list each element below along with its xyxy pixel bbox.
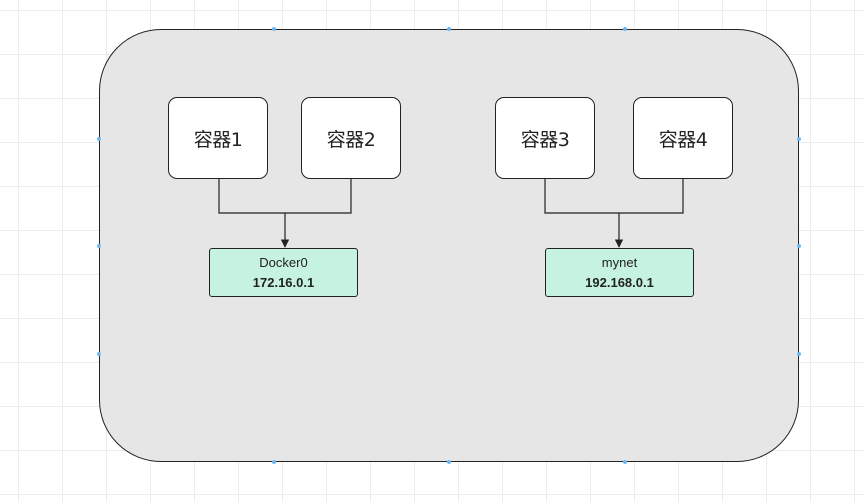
host-machine-box[interactable] [99,29,799,462]
selection-handle[interactable] [797,352,801,356]
container-node-3[interactable]: 容器3 [495,97,595,179]
selection-handle[interactable] [272,27,276,31]
container-node-3-label: 容器3 [520,128,570,151]
selection-handle[interactable] [797,244,801,248]
selection-handle[interactable] [623,27,627,31]
container-node-1[interactable]: 容器1 [168,97,268,179]
container-node-1-label: 容器1 [193,128,243,151]
container-node-2-label: 容器2 [326,128,376,151]
container-node-4[interactable]: 容器4 [633,97,733,179]
container-node-2[interactable]: 容器2 [301,97,401,179]
selection-handle[interactable] [97,244,101,248]
bridge-mynet-ip: 192.168.0.1 [585,274,654,290]
bridge-docker0-ip: 172.16.0.1 [252,274,315,290]
selection-handle[interactable] [97,137,101,141]
bridge-mynet[interactable]: mynet 192.168.0.1 [545,248,694,297]
selection-handle[interactable] [623,460,627,464]
selection-handle[interactable] [272,460,276,464]
selection-handle[interactable] [97,352,101,356]
bridge-docker0-name: Docker0 [259,254,308,270]
container-node-4-label: 容器4 [658,128,708,151]
bridge-docker0[interactable]: Docker0 172.16.0.1 [209,248,358,297]
selection-handle[interactable] [447,27,451,31]
selection-handle[interactable] [797,137,801,141]
bridge-mynet-name: mynet [601,254,638,270]
selection-handle[interactable] [447,460,451,464]
